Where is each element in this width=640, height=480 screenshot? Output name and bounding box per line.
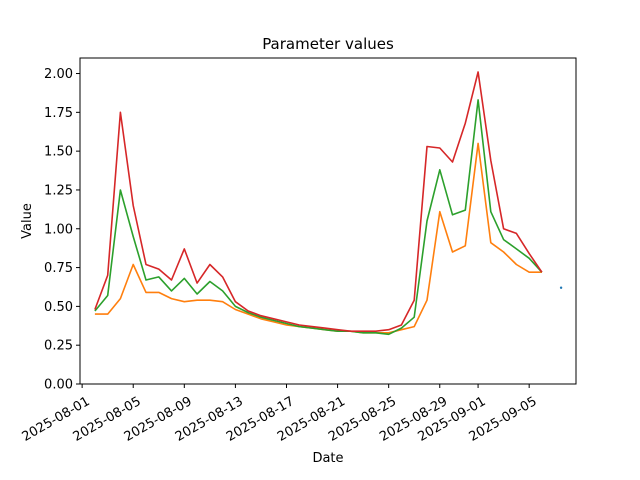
y-tick-label: 1.00 bbox=[44, 222, 73, 237]
y-tick-label: 2.00 bbox=[44, 67, 73, 82]
series-2-line bbox=[94, 99, 543, 336]
y-tick-label: 0.25 bbox=[44, 339, 73, 354]
y-tick-label: 1.75 bbox=[44, 106, 73, 121]
chart-title: Parameter values bbox=[262, 35, 394, 53]
series-3-line bbox=[94, 71, 543, 333]
y-tick-label: 1.25 bbox=[44, 183, 73, 198]
y-tick-label: 0.00 bbox=[44, 378, 73, 393]
y-axis-label: Value bbox=[20, 203, 35, 239]
series-0-point bbox=[559, 286, 563, 289]
y-tick-label: 0.50 bbox=[44, 300, 73, 315]
series-layer bbox=[94, 71, 563, 336]
y-axis: 0.00 0.25 0.50 0.75 1.00 1.25 1.50 1.75 2.00 bbox=[44, 67, 80, 393]
y-tick-label: 0.75 bbox=[44, 261, 73, 276]
plot-frame bbox=[79, 57, 577, 385]
x-axis-label: Date bbox=[312, 451, 343, 466]
y-tick-label: 1.50 bbox=[44, 145, 73, 160]
